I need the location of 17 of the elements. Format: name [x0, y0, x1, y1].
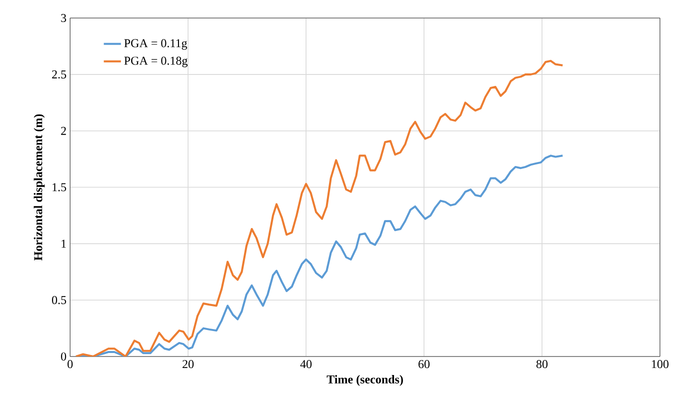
- legend-label: PGA = 0.11g: [124, 39, 188, 50]
- y-tick-label: 1: [62, 240, 66, 248]
- legend-label: PGA = 0.18g: [124, 56, 188, 68]
- x-tick-label: 20: [182, 360, 194, 368]
- x-tick-label: 40: [300, 360, 312, 368]
- y-tick-label: 0.5: [52, 296, 66, 304]
- x-tick-label: 80: [536, 360, 548, 368]
- x-tick-label: 60: [418, 360, 430, 368]
- y-tick-label: 2: [61, 127, 66, 136]
- y-axis-title: Horizontal displacement (m): [34, 114, 45, 261]
- y-tick-label: 2.5: [52, 70, 66, 79]
- x-tick-label: 100: [652, 360, 668, 368]
- y-tick-label: 1.5: [52, 183, 66, 192]
- x-axis-title: Time (seconds): [326, 375, 403, 386]
- y-tick-label: 0: [61, 352, 66, 361]
- x-tick-label: 0: [68, 360, 73, 368]
- y-tick-label: 3: [61, 14, 66, 22]
